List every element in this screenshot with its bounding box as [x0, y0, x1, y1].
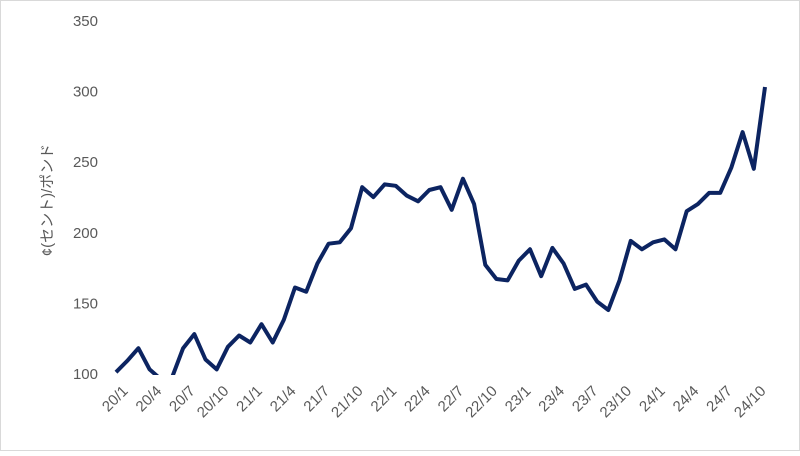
line [114, 86, 767, 375]
y-axis-label: ¢(セント)/ポンド [39, 144, 56, 257]
y-tick-label: 350 [73, 13, 98, 30]
y-tick-label: 300 [73, 84, 98, 101]
y-tick-label: 200 [73, 225, 98, 242]
y-tick-label: 100 [73, 366, 98, 383]
y-tick-label: 150 [73, 295, 98, 312]
y-tick-label: 250 [73, 154, 98, 171]
